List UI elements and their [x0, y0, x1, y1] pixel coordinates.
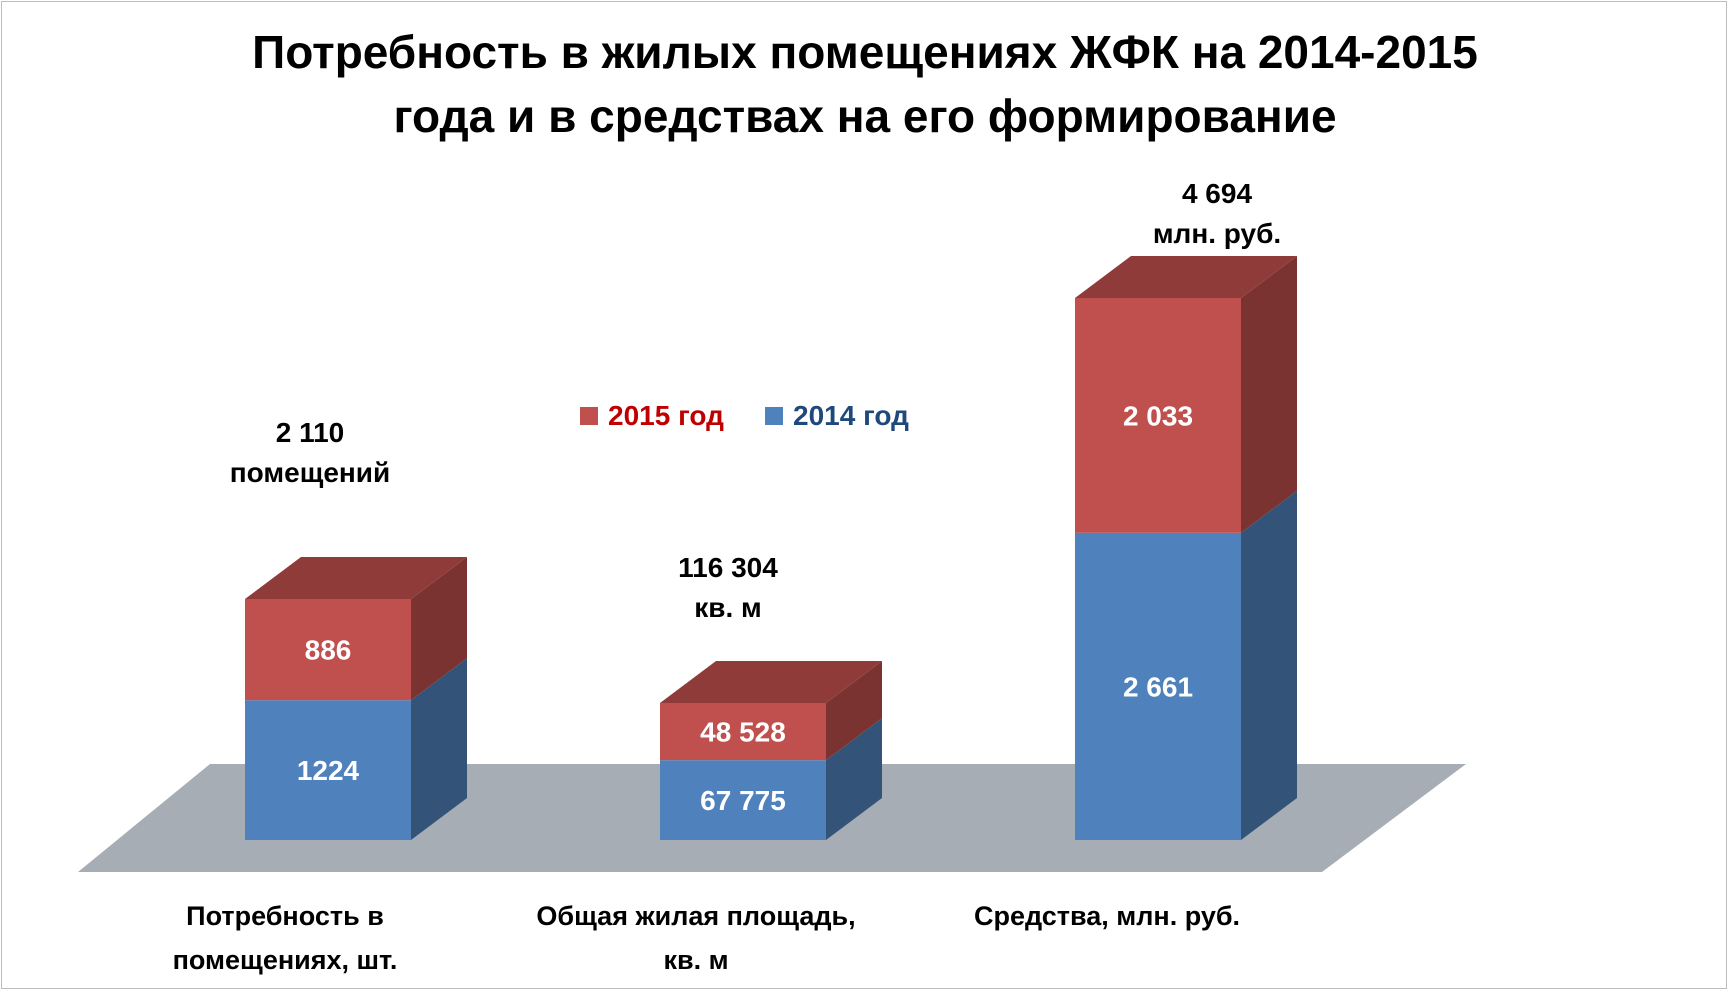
category-label-line: Потребность в — [186, 901, 384, 931]
bar-top-face — [660, 661, 882, 704]
bar-top-face — [1075, 256, 1297, 298]
bar-value-label: 1224 — [297, 755, 360, 786]
bar-value-label: 67 775 — [700, 785, 786, 816]
bar-stack: 1224 886 — [245, 557, 467, 840]
bar-segment: 1224 — [245, 658, 467, 840]
bar-stack: 67 775 48 528 — [660, 661, 882, 840]
bar-side-face — [411, 658, 467, 840]
bars: 1224 886 67 775 48 528 2 661 2 033 — [245, 256, 1297, 840]
bar-value-label: 48 528 — [700, 717, 786, 748]
total-label-line: 4 694 — [1182, 178, 1252, 209]
bar-segment: 2 033 — [1075, 256, 1297, 533]
bar-segment: 2 661 — [1075, 490, 1297, 840]
bar-front-face — [1075, 532, 1241, 840]
total-label-line: млн. руб. — [1153, 218, 1281, 249]
bar-front-face — [245, 700, 411, 840]
bar-front-face — [660, 703, 826, 761]
legend-item: 2014 год — [765, 400, 909, 431]
total-label-line: кв. м — [694, 592, 762, 623]
bar-segment: 886 — [245, 557, 467, 701]
legend: 2015 год 2014 год — [580, 400, 909, 431]
total-label-line: помещений — [230, 457, 390, 488]
chart-title: Потребность в жилых помещениях ЖФК на 20… — [252, 26, 1478, 142]
bar-side-face — [826, 718, 882, 840]
category-label-line: Общая жилая площадь, — [536, 901, 855, 931]
category-labels: Потребность в помещениях, шт. Общая жилая … — [173, 901, 1240, 975]
bar-front-face — [245, 599, 411, 701]
legend-label: 2015 год — [608, 400, 724, 431]
bar-value-label: 2 661 — [1123, 671, 1193, 702]
bar-side-face — [1241, 490, 1297, 840]
category-label-line: помещениях, шт. — [173, 945, 398, 975]
bar-top-face — [245, 557, 467, 599]
bar-side-face — [1241, 256, 1297, 533]
bar-value-label: 886 — [305, 635, 352, 666]
legend-label: 2014 год — [793, 400, 909, 431]
bar-segment: 67 775 — [660, 718, 882, 840]
category-label-line: Средства, млн. руб. — [974, 901, 1240, 931]
total-labels: 2 110 помещений 116 304 кв. м 4 694 млн. руб. — [230, 178, 1281, 623]
bar-front-face — [1075, 298, 1241, 533]
bar-side-face — [411, 557, 467, 701]
total-label-line: 116 304 — [678, 552, 778, 583]
total-label-line: 2 110 — [276, 417, 345, 448]
chart-title-line: года и в средствах на его формирование — [393, 90, 1336, 142]
legend-swatch — [580, 407, 598, 425]
bar-side-face — [826, 661, 882, 761]
legend-item: 2015 год — [580, 400, 724, 431]
bar-stack: 2 661 2 033 — [1075, 256, 1297, 840]
bar-front-face — [660, 760, 826, 840]
chart-title-line: Потребность в жилых помещениях ЖФК на 20… — [252, 26, 1478, 78]
category-label-line: кв. м — [663, 945, 728, 975]
legend-swatch — [765, 407, 783, 425]
bar-segment: 48 528 — [660, 661, 882, 761]
bar-value-label: 2 033 — [1123, 400, 1193, 431]
